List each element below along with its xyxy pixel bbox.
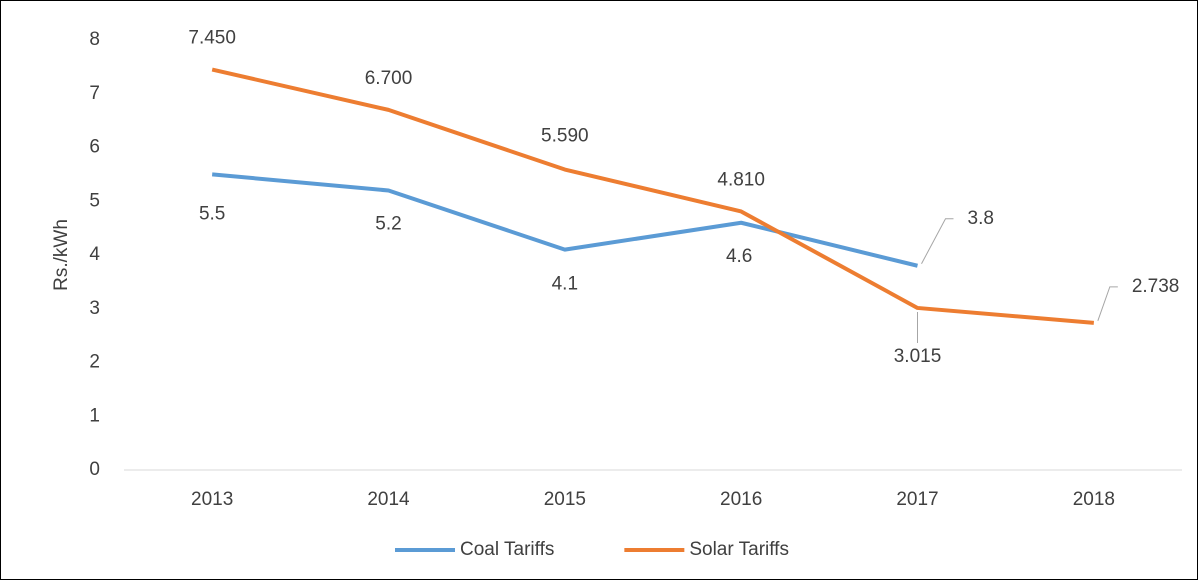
legend-label: Solar Tariffs bbox=[689, 539, 789, 560]
legend-label: Coal Tariffs bbox=[460, 539, 554, 560]
x-tick-label: 2015 bbox=[544, 489, 586, 510]
y-tick-label: 4 bbox=[89, 244, 100, 265]
x-tick-label: 2013 bbox=[191, 489, 233, 510]
x-tick-label: 2017 bbox=[896, 489, 938, 510]
series-line bbox=[211, 67, 1094, 325]
data-label: 4.810 bbox=[717, 169, 765, 190]
leader-line bbox=[921, 218, 954, 264]
x-tick-label: 2016 bbox=[720, 489, 762, 510]
y-tick-label: 3 bbox=[89, 298, 100, 319]
data-label: 5.2 bbox=[375, 214, 401, 235]
x-tick-label: 2014 bbox=[367, 489, 410, 510]
y-axis-title: Rs./kWh bbox=[51, 219, 72, 291]
data-label: 3.015 bbox=[894, 346, 942, 367]
data-label: 5.5 bbox=[199, 203, 225, 224]
data-label: 4.1 bbox=[552, 274, 578, 295]
y-tick-label: 5 bbox=[89, 190, 100, 211]
y-tick-label: 8 bbox=[89, 29, 100, 50]
data-label: 3.8 bbox=[968, 208, 994, 229]
y-tick-label: 6 bbox=[89, 137, 100, 158]
data-label: 5.590 bbox=[541, 126, 589, 147]
series-line bbox=[211, 172, 918, 268]
leader-line bbox=[1097, 286, 1118, 321]
data-label: 7.450 bbox=[188, 28, 236, 49]
y-tick-label: 0 bbox=[89, 459, 100, 480]
y-tick-label: 7 bbox=[89, 83, 100, 104]
y-tick-label: 2 bbox=[89, 352, 100, 373]
data-label: 2.738 bbox=[1132, 276, 1180, 297]
x-tick-label: 2018 bbox=[1073, 489, 1115, 510]
data-label: 4.6 bbox=[726, 246, 752, 267]
data-label: 6.700 bbox=[365, 68, 413, 89]
y-tick-label: 1 bbox=[89, 405, 100, 426]
